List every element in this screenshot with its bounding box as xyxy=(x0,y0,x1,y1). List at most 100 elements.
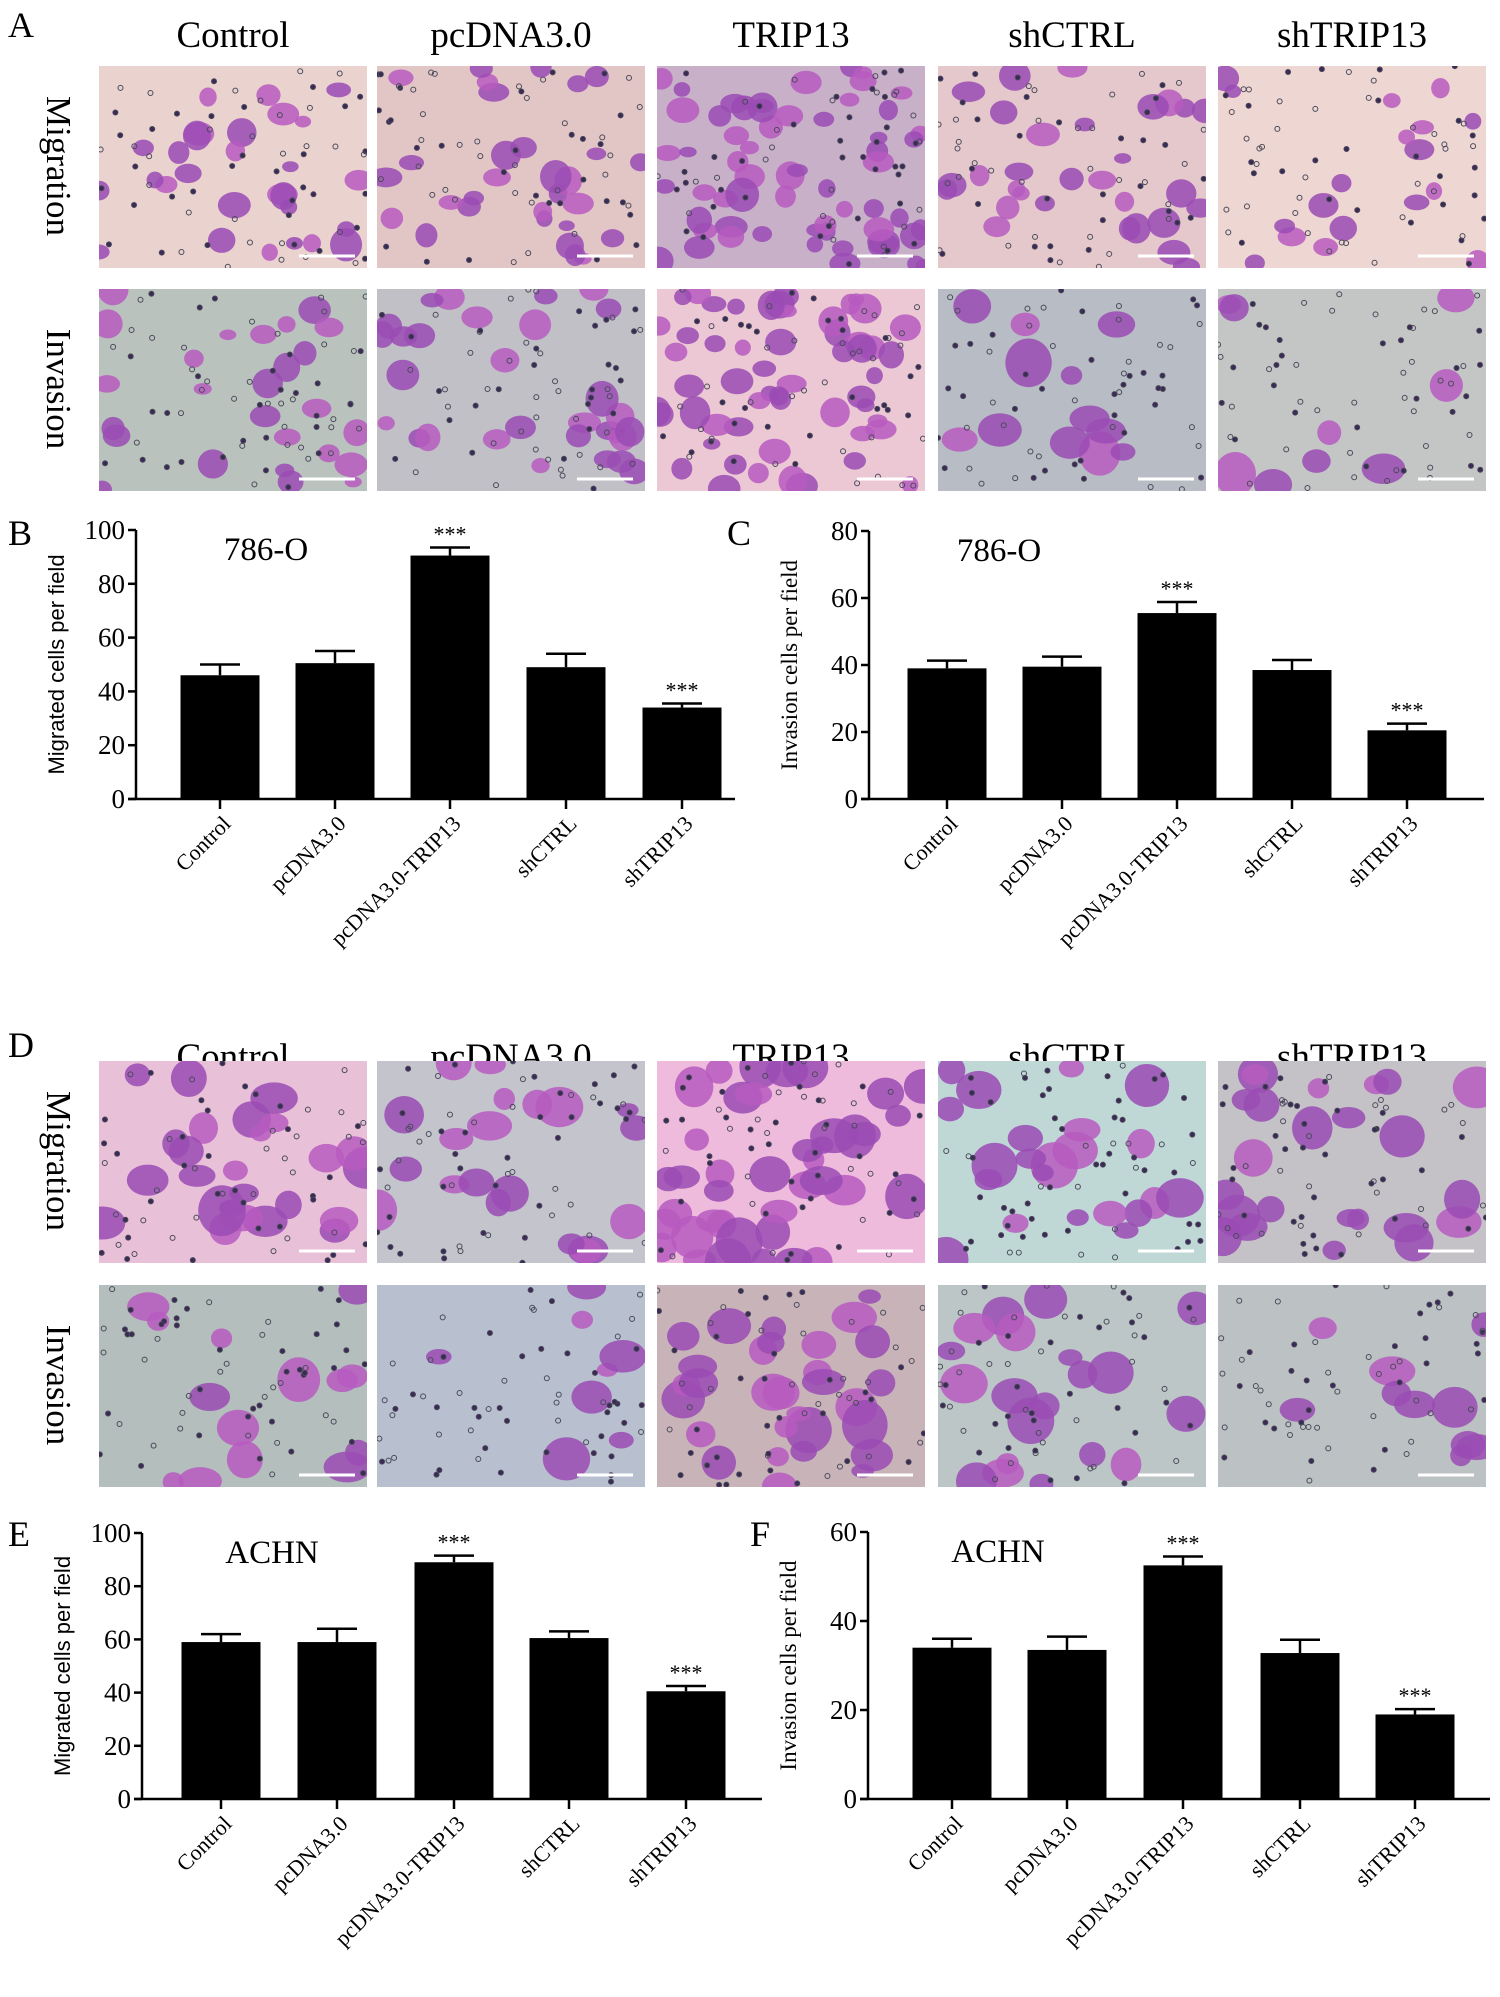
cell xyxy=(674,1066,714,1108)
cell xyxy=(831,1301,878,1334)
cell xyxy=(277,470,304,491)
pore xyxy=(1336,291,1343,298)
x-tick-label: pcDNA3.0-TRIP13 xyxy=(1059,1811,1199,1951)
cell xyxy=(799,1166,843,1196)
pore xyxy=(1115,316,1122,323)
pore xyxy=(1277,1167,1284,1174)
pore xyxy=(791,337,798,344)
pore xyxy=(257,97,264,104)
pore xyxy=(268,1418,275,1425)
pore xyxy=(1347,449,1354,456)
pore xyxy=(525,289,532,293)
pore xyxy=(441,1255,448,1262)
pore xyxy=(708,323,715,330)
pore xyxy=(835,1243,842,1250)
cell xyxy=(314,317,344,338)
pore xyxy=(1471,164,1478,171)
pore xyxy=(387,1244,394,1251)
pore xyxy=(1137,183,1144,190)
pore xyxy=(251,481,258,488)
pore xyxy=(386,1214,393,1221)
pore xyxy=(1218,353,1224,360)
pore xyxy=(435,1431,442,1438)
pore xyxy=(471,1404,478,1411)
cell xyxy=(1379,1115,1425,1158)
pore xyxy=(1114,1405,1121,1412)
pore xyxy=(880,243,887,250)
pore xyxy=(1447,1290,1454,1297)
pore xyxy=(1440,201,1447,208)
pore xyxy=(239,442,246,449)
pore xyxy=(692,178,699,185)
pore xyxy=(147,89,154,96)
significance-marker: *** xyxy=(1399,1683,1432,1708)
pore xyxy=(669,1253,676,1260)
pore xyxy=(154,1335,161,1342)
pore xyxy=(197,1386,204,1393)
pore xyxy=(1246,480,1253,487)
pore xyxy=(436,1467,443,1474)
pore xyxy=(1173,1458,1180,1465)
pore xyxy=(277,1103,284,1110)
pore xyxy=(1111,1114,1118,1121)
pore xyxy=(185,1392,192,1399)
pore xyxy=(1300,1240,1307,1247)
pore xyxy=(146,153,153,160)
cell xyxy=(989,100,1018,125)
pore xyxy=(608,1453,615,1460)
pore xyxy=(538,1345,545,1352)
pore xyxy=(560,455,567,462)
pore xyxy=(178,249,185,256)
pore xyxy=(898,330,905,337)
pore xyxy=(1470,143,1477,150)
pore xyxy=(204,1107,211,1114)
pore xyxy=(686,453,693,460)
pore xyxy=(1409,124,1416,131)
pore xyxy=(408,333,415,340)
pore xyxy=(591,1081,598,1088)
pore xyxy=(179,1409,186,1416)
pore xyxy=(862,1389,869,1396)
pore xyxy=(987,1099,994,1106)
pore xyxy=(1314,1424,1321,1431)
cell xyxy=(586,147,607,161)
cell xyxy=(739,141,759,155)
pore xyxy=(861,308,868,315)
pore xyxy=(1413,1397,1420,1404)
pore xyxy=(216,1346,223,1353)
cell xyxy=(434,289,465,310)
x-tick-label: shCTRL xyxy=(513,1811,584,1882)
pore xyxy=(179,1133,186,1140)
pore xyxy=(270,1384,277,1391)
pore xyxy=(1005,1445,1012,1452)
pore xyxy=(744,1173,751,1180)
y-tick-label: 40 xyxy=(104,1678,131,1708)
pore xyxy=(769,1249,776,1256)
pore xyxy=(1383,1285,1390,1290)
pore xyxy=(1044,195,1051,202)
pore xyxy=(881,93,888,100)
pore xyxy=(992,1476,999,1483)
cell xyxy=(270,182,297,210)
x-tick-label: pcDNA3.0 xyxy=(265,811,351,897)
pore xyxy=(377,1229,381,1236)
pore xyxy=(497,1469,504,1476)
pore xyxy=(745,323,752,330)
pore xyxy=(384,1184,391,1191)
pore xyxy=(1334,1107,1341,1114)
pore xyxy=(446,417,453,424)
cell xyxy=(330,227,363,262)
pore xyxy=(321,341,328,348)
pore xyxy=(1115,302,1122,309)
pore xyxy=(955,173,962,180)
pore xyxy=(898,1364,905,1371)
pore xyxy=(343,1347,350,1354)
pore xyxy=(298,444,305,451)
pore xyxy=(801,1410,808,1417)
pore xyxy=(1024,1200,1031,1207)
y-tick-label: 60 xyxy=(98,623,125,653)
pore xyxy=(1221,1454,1228,1461)
pore xyxy=(1393,467,1400,474)
pore xyxy=(671,1347,678,1354)
x-tick-label: Control xyxy=(170,811,235,876)
